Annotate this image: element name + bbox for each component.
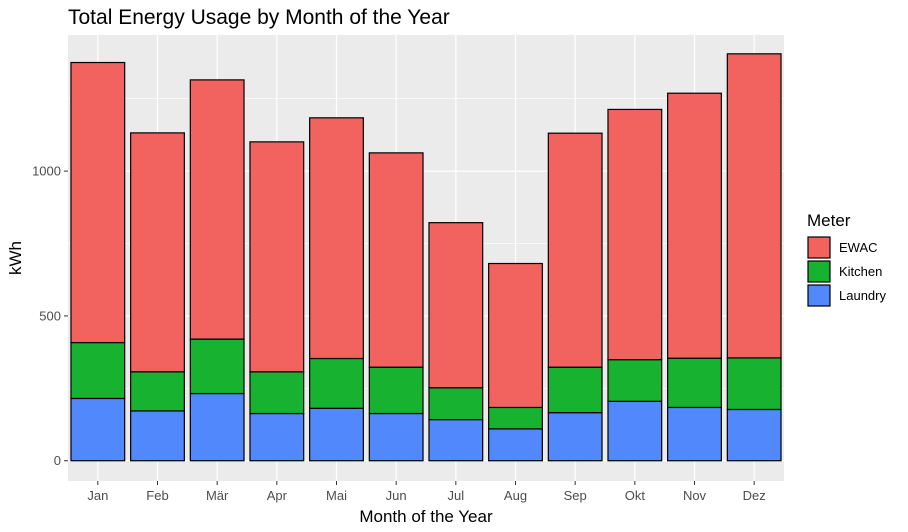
x-tick-label: Sep [564,488,587,503]
bar-laundry-11 [726,408,782,462]
bar-kitchen-8 [547,366,603,414]
bar-laundry-10 [667,406,722,462]
bar-ewac-2 [189,79,245,340]
bar-ewac-1 [130,132,185,373]
x-axis-ticks: Jan Feb Mär Apr Mai Jun Jul Aug Sep Okt Nov Dez [87,481,766,503]
x-tick-label: Jul [448,488,465,503]
bar-laundry-0 [70,397,126,462]
x-tick-label: Mai [326,488,347,503]
x-axis-title: Month of the Year [359,507,493,526]
legend-label-kitchen: Kitchen [839,264,882,279]
bar-ewac-7 [488,262,543,409]
x-tick-label: Nov [683,488,707,503]
bar-ewac-5 [368,152,424,368]
bar-ewac-11 [726,53,782,359]
y-tick-label: 1000 [32,164,61,179]
x-tick-label: Okt [625,488,646,503]
x-tick-label: Dez [743,488,766,503]
bar-laundry-4 [309,407,364,462]
bar-laundry-1 [130,410,185,462]
bar-laundry-3 [249,412,305,462]
y-axis-ticks: 0 500 1000 [32,164,68,468]
x-tick-label: Mär [206,488,229,503]
legend-title: Meter [807,211,851,230]
bar-kitchen-4 [309,357,364,409]
x-tick-label: Aug [504,488,527,503]
bar-ewac-8 [547,132,603,368]
bar-ewac-3 [249,141,305,373]
bar-ewac-4 [309,117,364,360]
bar-laundry-2 [189,392,245,462]
bar-laundry-8 [547,412,603,462]
bar-kitchen-1 [130,371,185,412]
bar-kitchen-7 [488,406,543,430]
bar-kitchen-9 [607,359,663,402]
plot-panel [68,35,784,481]
y-axis-title: kWh [6,241,25,275]
bar-kitchen-6 [428,387,484,421]
x-tick-label: Jun [386,488,407,503]
bar-laundry-5 [368,412,424,462]
legend-label-laundry: Laundry [839,288,886,303]
y-tick-label: 0 [54,453,61,468]
chart-title: Total Energy Usage by Month of the Year [68,6,450,29]
legend-key-ewac [807,236,831,259]
x-tick-label: Apr [267,488,288,503]
bars [70,53,782,462]
legend-key-laundry [807,284,831,307]
bar-ewac-6 [428,222,484,389]
bar-ewac-9 [607,108,663,361]
legend-label-ewac: EWAC [839,240,878,255]
bar-kitchen-11 [726,357,782,411]
x-tick-label: Feb [146,488,168,503]
x-tick-label: Jan [87,488,108,503]
legend-key-kitchen [807,260,831,283]
bar-laundry-7 [488,428,543,462]
legend: Meter EWAC Kitchen Laundry [807,211,886,307]
bar-laundry-6 [428,419,484,462]
bar-kitchen-3 [249,371,305,415]
bar-kitchen-5 [368,366,424,415]
bar-ewac-0 [70,61,126,344]
bar-ewac-10 [667,92,722,359]
bar-kitchen-2 [189,338,245,395]
bar-laundry-9 [607,400,663,462]
y-tick-label: 500 [39,308,61,323]
bar-kitchen-0 [70,341,126,400]
bar-kitchen-10 [667,357,722,409]
